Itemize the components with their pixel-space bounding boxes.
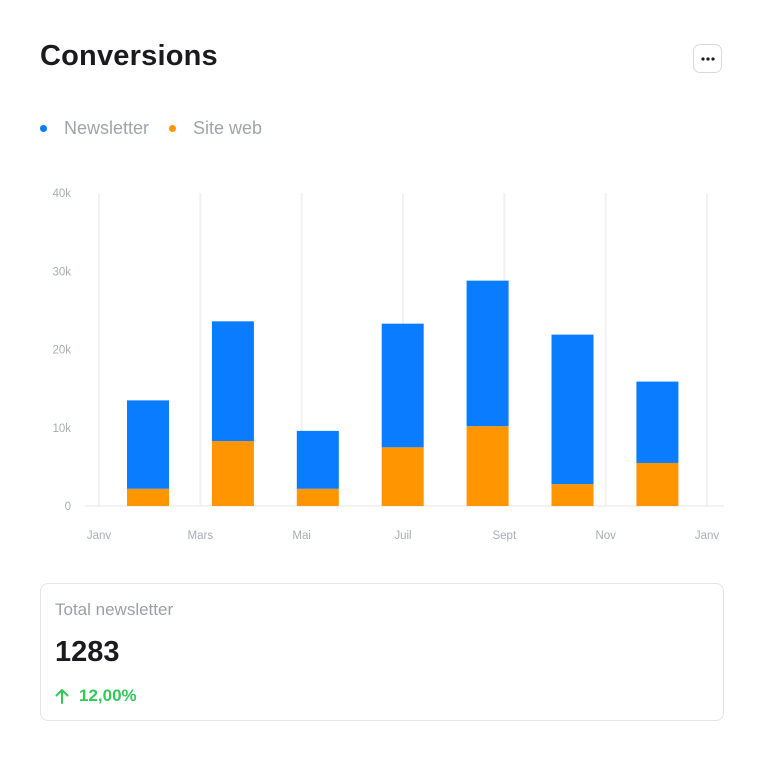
y-tick-label: 40k [52,188,71,200]
x-tick-label: Janv [695,530,720,542]
legend-item-site-web[interactable]: Site web [169,118,262,139]
legend-dot-newsletter [40,125,47,132]
bar-newsletter [636,381,679,463]
bar-newsletter [466,280,509,427]
chart-title: Conversions [40,40,218,72]
bar-chart: Janv Mars Mai Juil Sept Nov Janv 0 10k 20k 30k 40k [52,188,724,542]
summary-delta: 12,00% [55,686,137,706]
y-tick-label: 30k [52,266,71,278]
bar-site-web [296,488,339,506]
more-options-button[interactable] [693,44,722,73]
legend-dot-site-web [169,125,177,132]
bar-newsletter [211,321,254,442]
bar-site-web [466,426,509,506]
summary-label: Total newsletter [55,600,174,619]
y-tick-label: 10k [52,423,71,435]
more-horizontal-icon [700,56,715,61]
legend-label-newsletter: Newsletter [64,118,150,138]
summary-delta-value: 12,00% [79,686,137,705]
bar-newsletter [381,323,424,448]
x-tick-label: Sept [492,530,516,542]
arrow-up-icon [55,689,69,704]
bar-site-web [127,488,169,506]
chart-legend: Newsletter Site web [40,118,282,139]
legend-label-site-web: Site web [193,118,263,138]
bar-newsletter [551,334,594,485]
x-tick-label: Mars [188,530,214,542]
summary-value: 1283 [55,636,120,668]
bar-site-web [211,441,254,506]
summary-card: Total newsletter 1283 12,00% [40,583,724,721]
bar-site-web [636,462,679,506]
bar-newsletter [127,400,169,489]
x-tick-label: Juil [394,530,411,542]
bar-site-web [551,484,594,506]
x-tick-label: Mai [292,530,311,542]
legend-item-newsletter[interactable]: Newsletter [40,118,149,139]
x-tick-label: Nov [595,530,616,542]
bar-newsletter [296,430,339,489]
y-tick-label: 0 [65,501,71,513]
x-tick-label: Janv [87,530,112,542]
y-tick-label: 20k [52,345,71,357]
bar-site-web [381,447,424,506]
